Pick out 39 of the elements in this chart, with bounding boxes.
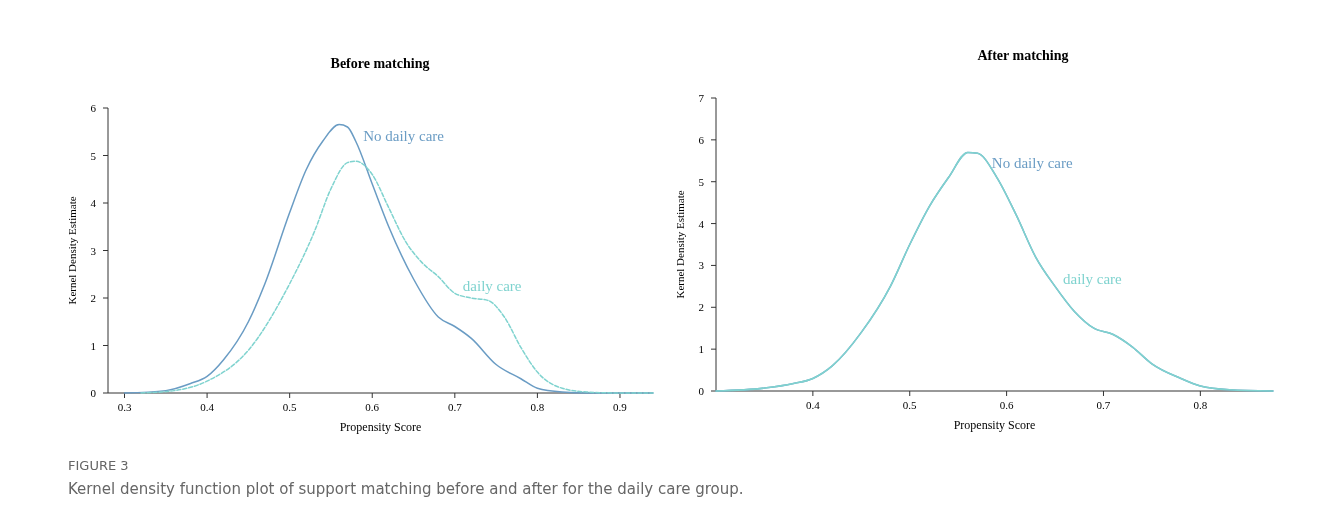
chart-title: Before matching [330,56,430,71]
series-label: daily care [1063,271,1123,288]
x-tick-label: 0.7 [447,401,463,413]
y-axis-title: Kernel Density Estimate [674,190,686,299]
y-tick-label: 3 [698,259,705,272]
y-tick-label: 6 [698,133,705,146]
series-label: No daily care [991,155,1073,172]
y-tick-label: 0 [90,387,97,399]
x-tick-label: 0.6 [365,401,380,413]
series-label: No daily care [363,127,445,144]
y-tick-label: 5 [90,149,97,162]
text: Kernel density function plot of support matching before and after for the daily care group. [68,480,744,498]
y-tick-label: 6 [90,102,97,114]
caption: FIGURE 3 [68,458,129,473]
x-tick-label: 0.9 [613,401,628,413]
x-axis-title: Propensity Score [339,420,422,434]
y-axis-title: Kernel Density Estimate [66,196,78,305]
x-tick-label: 0.4 [805,399,821,411]
x-tick-label: 0.5 [282,401,298,413]
x-tick-label: 0.7 [1096,399,1111,411]
y-tick-label: 7 [698,92,705,104]
y-tick-label: 0 [698,385,705,397]
x-axis-title: Propensity Score [953,418,1036,432]
y-tick-label: 2 [90,292,96,304]
x-tick-label: 0.3 [117,401,132,413]
x-tick-label: 0.6 [999,399,1014,411]
x-tick-label: 0.4 [200,401,215,413]
y-tick-label: 1 [698,343,704,356]
x-tick-label: 0.8 [530,401,545,413]
chart-title: After matching [977,48,1069,63]
y-tick-label: 5 [698,175,705,188]
y-tick-label: 4 [698,217,705,230]
y-tick-label: 1 [90,339,96,352]
x-tick-label: 0.8 [1193,399,1208,411]
y-tick-label: 2 [698,301,704,314]
series-label: daily care [462,278,522,295]
x-tick-label: 0.5 [902,399,918,411]
y-tick-label: 4 [90,197,97,209]
y-tick-label: 3 [90,244,97,257]
